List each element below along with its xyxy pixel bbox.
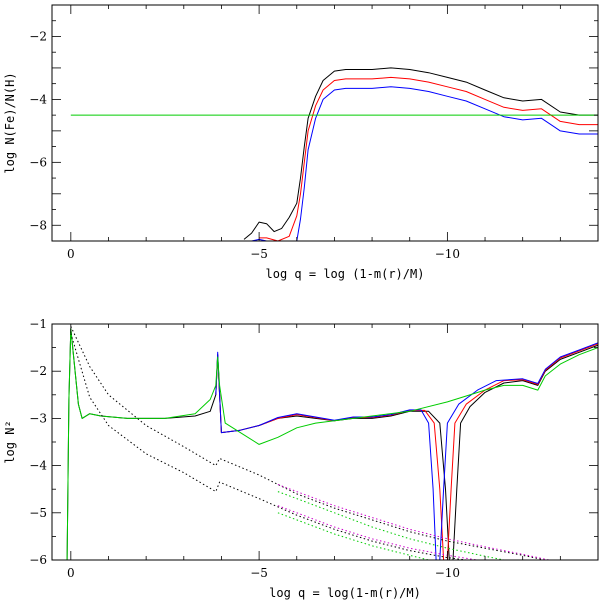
x-tick-label: −10	[435, 566, 460, 580]
series-purple-dotted-upper	[277, 484, 550, 560]
series-group	[66, 326, 598, 560]
series-red	[259, 76, 598, 241]
y-tick-label: −5	[29, 506, 47, 520]
y-tick-label: −6	[29, 155, 47, 169]
y-tick-label: −2	[29, 364, 47, 378]
y-tick-label: −3	[29, 411, 47, 425]
series-black	[243, 67, 598, 240]
bottom-panel: 0 −5 −10 −1 −2 −3 −4 −5 −6 log q = log(1-m(r)/M) l…	[3, 317, 599, 600]
x-tick-label: −5	[250, 566, 268, 580]
series-blue-solid	[215, 342, 598, 560]
series-green-dotted-upper	[277, 491, 504, 560]
series-black-dotted-lower	[70, 333, 467, 560]
y-tick-label: −1	[29, 317, 47, 331]
series-green-solid	[66, 328, 598, 560]
y-axis-label: log N²	[3, 420, 17, 463]
x-tick-label: 0	[67, 247, 75, 261]
series-green-dotted-lower	[277, 512, 429, 560]
x-axis-label: log q = log (1-m(r)/M)	[266, 267, 425, 281]
y-axis-label: log N(Fe)/N(H)	[3, 72, 17, 173]
y-tick-label: −6	[29, 553, 47, 567]
series-group	[70, 67, 598, 241]
x-tick-label: 0	[67, 566, 75, 580]
series-red-solid	[215, 343, 598, 560]
y-tick-label: −8	[29, 218, 47, 232]
y-tick-label: −2	[29, 29, 47, 43]
y-tick-label: −4	[29, 459, 47, 473]
series-blue	[251, 86, 598, 241]
plot-frame	[51, 323, 599, 561]
x-axis-label: log q = log(1-m(r)/M)	[269, 586, 421, 600]
y-tick-label: −4	[29, 92, 47, 106]
top-panel: 0 −5 −10 −2 −4 −6 −8 log q = log (1-m(r)/M) log …	[3, 4, 599, 281]
plot-frame	[51, 4, 599, 242]
series-black-solid	[66, 328, 598, 560]
series-black-dotted-upper	[70, 326, 546, 560]
x-tick-label: −10	[435, 247, 460, 261]
x-tick-label: −5	[250, 247, 268, 261]
